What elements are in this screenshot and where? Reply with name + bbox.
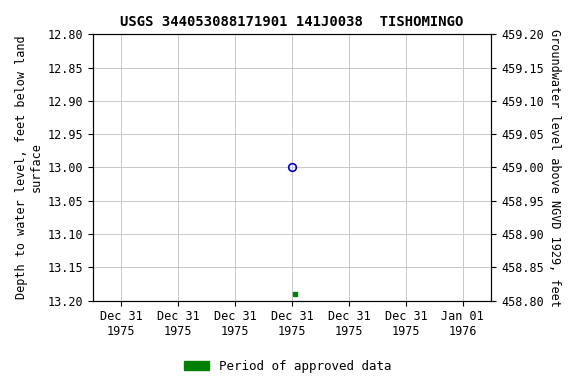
Y-axis label: Groundwater level above NGVD 1929, feet: Groundwater level above NGVD 1929, feet	[548, 28, 561, 306]
Title: USGS 344053088171901 141J0038  TISHOMINGO: USGS 344053088171901 141J0038 TISHOMINGO	[120, 15, 464, 29]
Y-axis label: Depth to water level, feet below land
surface: Depth to water level, feet below land su…	[15, 36, 43, 299]
Legend: Period of approved data: Period of approved data	[179, 355, 397, 378]
